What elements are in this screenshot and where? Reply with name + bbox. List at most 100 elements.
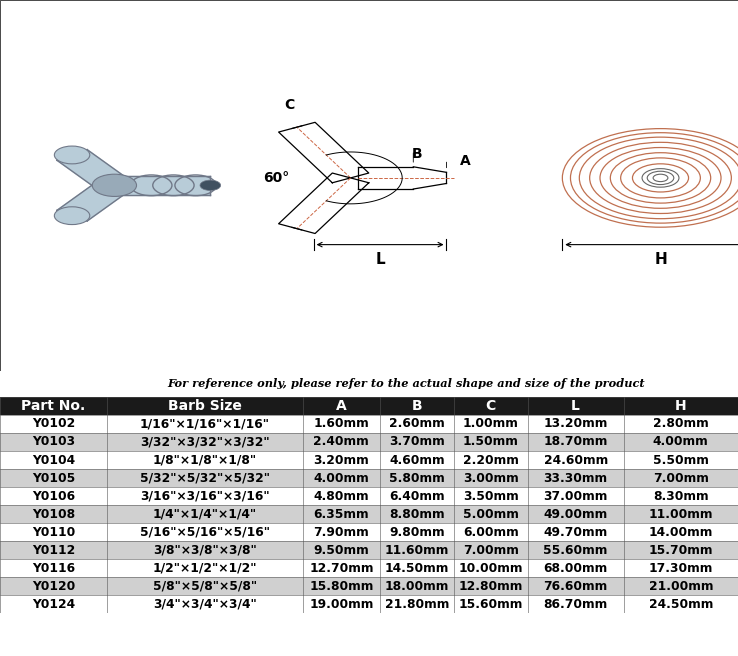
Text: 6.40mm: 6.40mm	[389, 489, 445, 502]
Text: 33.30mm: 33.30mm	[544, 472, 607, 485]
Bar	[0, 559, 738, 577]
Text: 4.60mm: 4.60mm	[389, 453, 445, 466]
Text: 3/32"×3/32"×3/32": 3/32"×3/32"×3/32"	[140, 436, 269, 449]
Text: C: C	[486, 399, 496, 413]
Text: 1/2"×1/2"×1/2": 1/2"×1/2"×1/2"	[153, 562, 257, 575]
Polygon shape	[57, 150, 129, 191]
Circle shape	[92, 174, 137, 196]
Text: Y0102: Y0102	[32, 417, 75, 430]
Text: 7.90mm: 7.90mm	[314, 525, 369, 539]
Bar	[0, 451, 738, 469]
Text: L: L	[375, 252, 385, 267]
Text: Y0112: Y0112	[32, 544, 75, 557]
Text: 10.00mm: 10.00mm	[458, 562, 523, 575]
Bar	[0, 541, 738, 559]
Circle shape	[55, 207, 90, 224]
Text: Y0104: Y0104	[32, 453, 75, 466]
Text: 7.00mm: 7.00mm	[653, 472, 708, 485]
Text: 18.00mm: 18.00mm	[384, 580, 449, 593]
Text: 18.70mm: 18.70mm	[543, 436, 608, 449]
Text: 1.00mm: 1.00mm	[463, 417, 519, 430]
Text: 15.70mm: 15.70mm	[649, 544, 713, 557]
Text: 3/4"×3/4"×3/4": 3/4"×3/4"×3/4"	[153, 598, 257, 611]
Text: For reference only, please refer to the actual shape and size of the product: For reference only, please refer to the …	[167, 379, 645, 389]
Text: 1/8"×1/8"×1/8": 1/8"×1/8"×1/8"	[153, 453, 257, 466]
Text: A: A	[336, 399, 347, 413]
Text: 9.80mm: 9.80mm	[389, 525, 445, 539]
Text: 13.20mm: 13.20mm	[543, 417, 608, 430]
Bar	[0, 505, 738, 523]
Text: 2.80mm: 2.80mm	[653, 417, 708, 430]
Text: Y0103: Y0103	[32, 436, 75, 449]
Text: 17.30mm: 17.30mm	[649, 562, 713, 575]
Text: 5.50mm: 5.50mm	[653, 453, 708, 466]
Text: 11.00mm: 11.00mm	[649, 508, 713, 521]
Text: Y0108: Y0108	[32, 508, 75, 521]
Text: 1/4"×1/4"×1/4": 1/4"×1/4"×1/4"	[153, 508, 257, 521]
Text: 3/16"×3/16"×3/16": 3/16"×3/16"×3/16"	[140, 489, 269, 502]
Bar	[0, 415, 738, 433]
Text: 15.80mm: 15.80mm	[309, 580, 373, 593]
Circle shape	[55, 146, 90, 164]
Bar	[0, 469, 738, 487]
Bar	[0, 596, 738, 613]
Bar	[0, 487, 738, 505]
Text: 12.80mm: 12.80mm	[458, 580, 523, 593]
Text: Y0116: Y0116	[32, 562, 75, 575]
Text: 3.20mm: 3.20mm	[314, 453, 369, 466]
Bar	[0, 577, 738, 596]
Bar	[0, 397, 738, 415]
Text: H: H	[654, 252, 667, 267]
Text: 6.00mm: 6.00mm	[463, 525, 519, 539]
Text: 11.60mm: 11.60mm	[384, 544, 449, 557]
Text: 68.00mm: 68.00mm	[543, 562, 608, 575]
Text: Y0105: Y0105	[32, 472, 75, 485]
Text: 14.00mm: 14.00mm	[649, 525, 713, 539]
Text: B: B	[412, 399, 422, 413]
Text: 3/8"×3/8"×3/8": 3/8"×3/8"×3/8"	[153, 544, 257, 557]
Text: 4.00mm: 4.00mm	[653, 436, 708, 449]
Text: 21.80mm: 21.80mm	[384, 598, 449, 611]
Text: 6.35mm: 6.35mm	[314, 508, 369, 521]
Text: C: C	[284, 98, 294, 112]
Text: 7.00mm: 7.00mm	[463, 544, 519, 557]
Text: Other specifications are not standing stock, please consult customer service!: Other specifications are not standing st…	[78, 628, 660, 641]
Text: Part No.: Part No.	[21, 399, 86, 413]
Text: 2.40mm: 2.40mm	[314, 436, 369, 449]
Text: A: A	[460, 154, 470, 168]
Text: 2.20mm: 2.20mm	[463, 453, 519, 466]
Text: 12.70mm: 12.70mm	[309, 562, 373, 575]
Text: Y0120: Y0120	[32, 580, 75, 593]
Text: 15.60mm: 15.60mm	[458, 598, 523, 611]
Text: 5/32"×5/32"×5/32": 5/32"×5/32"×5/32"	[139, 472, 270, 485]
Text: 5/16"×5/16"×5/16": 5/16"×5/16"×5/16"	[139, 525, 270, 539]
Text: 14.50mm: 14.50mm	[384, 562, 449, 575]
Text: 60°: 60°	[263, 171, 290, 185]
Circle shape	[200, 180, 221, 190]
Text: 8.80mm: 8.80mm	[389, 508, 445, 521]
Text: 5.80mm: 5.80mm	[389, 472, 445, 485]
Text: L: L	[571, 399, 580, 413]
Text: 4.00mm: 4.00mm	[314, 472, 369, 485]
Text: 24.50mm: 24.50mm	[649, 598, 713, 611]
Polygon shape	[57, 180, 129, 221]
Text: 5.00mm: 5.00mm	[463, 508, 519, 521]
Text: 9.50mm: 9.50mm	[314, 544, 369, 557]
Text: Y0110: Y0110	[32, 525, 75, 539]
Text: 55.60mm: 55.60mm	[543, 544, 608, 557]
Text: H: H	[675, 399, 686, 413]
Text: 3.70mm: 3.70mm	[389, 436, 445, 449]
Text: 3.50mm: 3.50mm	[463, 489, 519, 502]
Text: Barb Size: Barb Size	[168, 399, 242, 413]
Text: 3.00mm: 3.00mm	[463, 472, 519, 485]
Text: B: B	[412, 147, 422, 161]
Text: 1/16"×1/16"×1/16": 1/16"×1/16"×1/16"	[139, 417, 270, 430]
Text: 2.60mm: 2.60mm	[389, 417, 445, 430]
Text: 37.00mm: 37.00mm	[543, 489, 608, 502]
Bar	[0, 523, 738, 541]
Text: 21.00mm: 21.00mm	[649, 580, 713, 593]
Text: 86.70mm: 86.70mm	[543, 598, 608, 611]
Text: 76.60mm: 76.60mm	[543, 580, 608, 593]
Bar	[0, 433, 738, 451]
Polygon shape	[114, 176, 210, 195]
